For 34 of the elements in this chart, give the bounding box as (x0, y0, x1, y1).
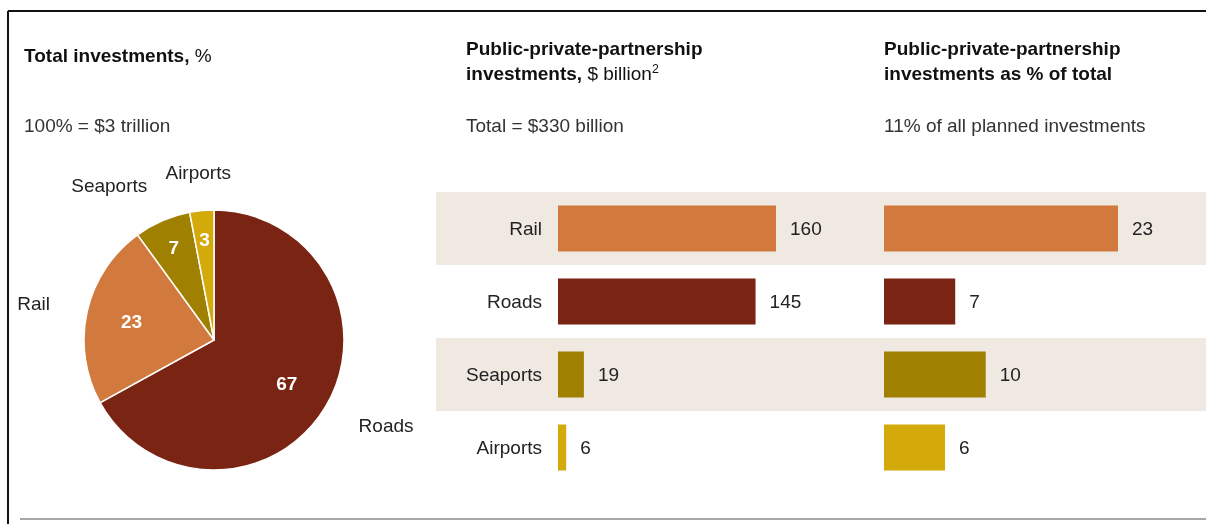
slice-label: Seaports (71, 175, 148, 197)
data-label: 3 (199, 228, 210, 250)
bar (558, 424, 567, 471)
y-tick-label: Roads (487, 291, 542, 313)
data-label: 7 (969, 291, 980, 313)
bar (558, 278, 756, 325)
data-label: 23 (120, 311, 143, 333)
data-label: 67 (276, 372, 298, 394)
bar (558, 351, 584, 398)
chart-title: Total investments, % (24, 45, 212, 66)
chart-subtitle: 100% = $3 trillion (24, 115, 171, 136)
chart-title: Public-private-partnership investments as % of total (884, 38, 1121, 84)
y-tick-label: Airports (476, 437, 542, 459)
y-tick-label: Seaports (465, 364, 542, 386)
data-label: 19 (597, 364, 620, 386)
chart-subtitle: 11% of all planned investments (884, 115, 1146, 136)
data-label: 160 (790, 218, 822, 240)
y-tick-label: Rail (509, 218, 542, 240)
data-label: 6 (959, 437, 970, 459)
chart-subtitle: Total = $330 billion (466, 115, 624, 136)
data-label: 145 (769, 291, 802, 313)
data-label: 23 (1132, 218, 1154, 240)
slice-label: Airports (165, 162, 231, 184)
bar (884, 205, 1118, 252)
bar (884, 278, 956, 325)
data-label: 7 (168, 236, 180, 258)
bar (884, 351, 986, 398)
slice-label: Roads (358, 415, 414, 437)
data-label: 10 (999, 364, 1021, 386)
bar (884, 424, 946, 471)
chart-title: Public-private-partnership investments, $ billion$^{2}$ (466, 38, 703, 84)
bar (558, 205, 776, 252)
slice-label: Rail (17, 293, 51, 314)
data-label: 6 (580, 437, 591, 459)
